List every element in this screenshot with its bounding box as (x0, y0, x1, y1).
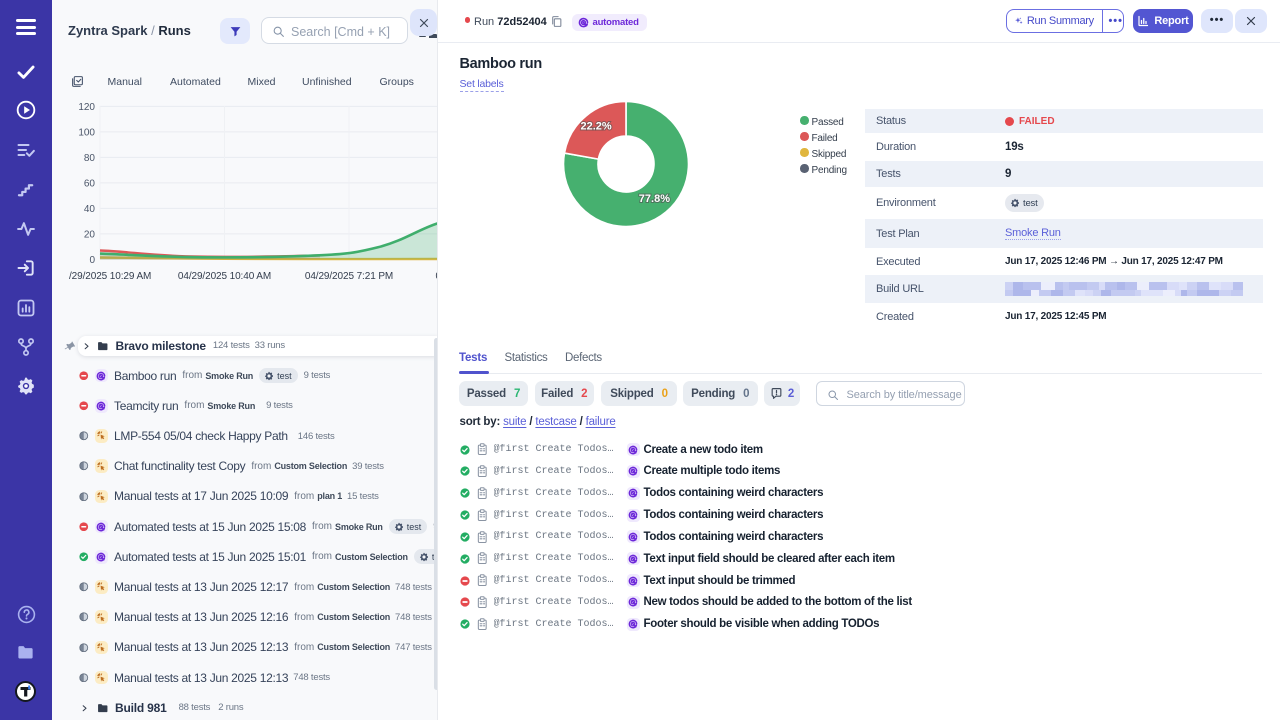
svg-text:40: 40 (84, 204, 96, 215)
svg-text:22.2%: 22.2% (580, 120, 611, 132)
svg-text:100: 100 (78, 128, 95, 139)
svg-text:60: 60 (84, 179, 96, 190)
svg-text:120: 120 (78, 102, 95, 113)
svg-text:77.8%: 77.8% (638, 193, 669, 205)
svg-text:80: 80 (84, 153, 96, 164)
svg-text:04/29/2025 7:21 PM: 04/29/2025 7:21 PM (305, 271, 393, 282)
svg-text:04/29/2025 10:40 AM: 04/29/2025 10:40 AM (178, 271, 271, 282)
svg-text:0: 0 (89, 255, 95, 266)
svg-text:0: 0 (436, 271, 439, 282)
svg-text:20: 20 (84, 230, 96, 241)
svg-text:/29/2025 10:29 AM: /29/2025 10:29 AM (69, 271, 151, 282)
